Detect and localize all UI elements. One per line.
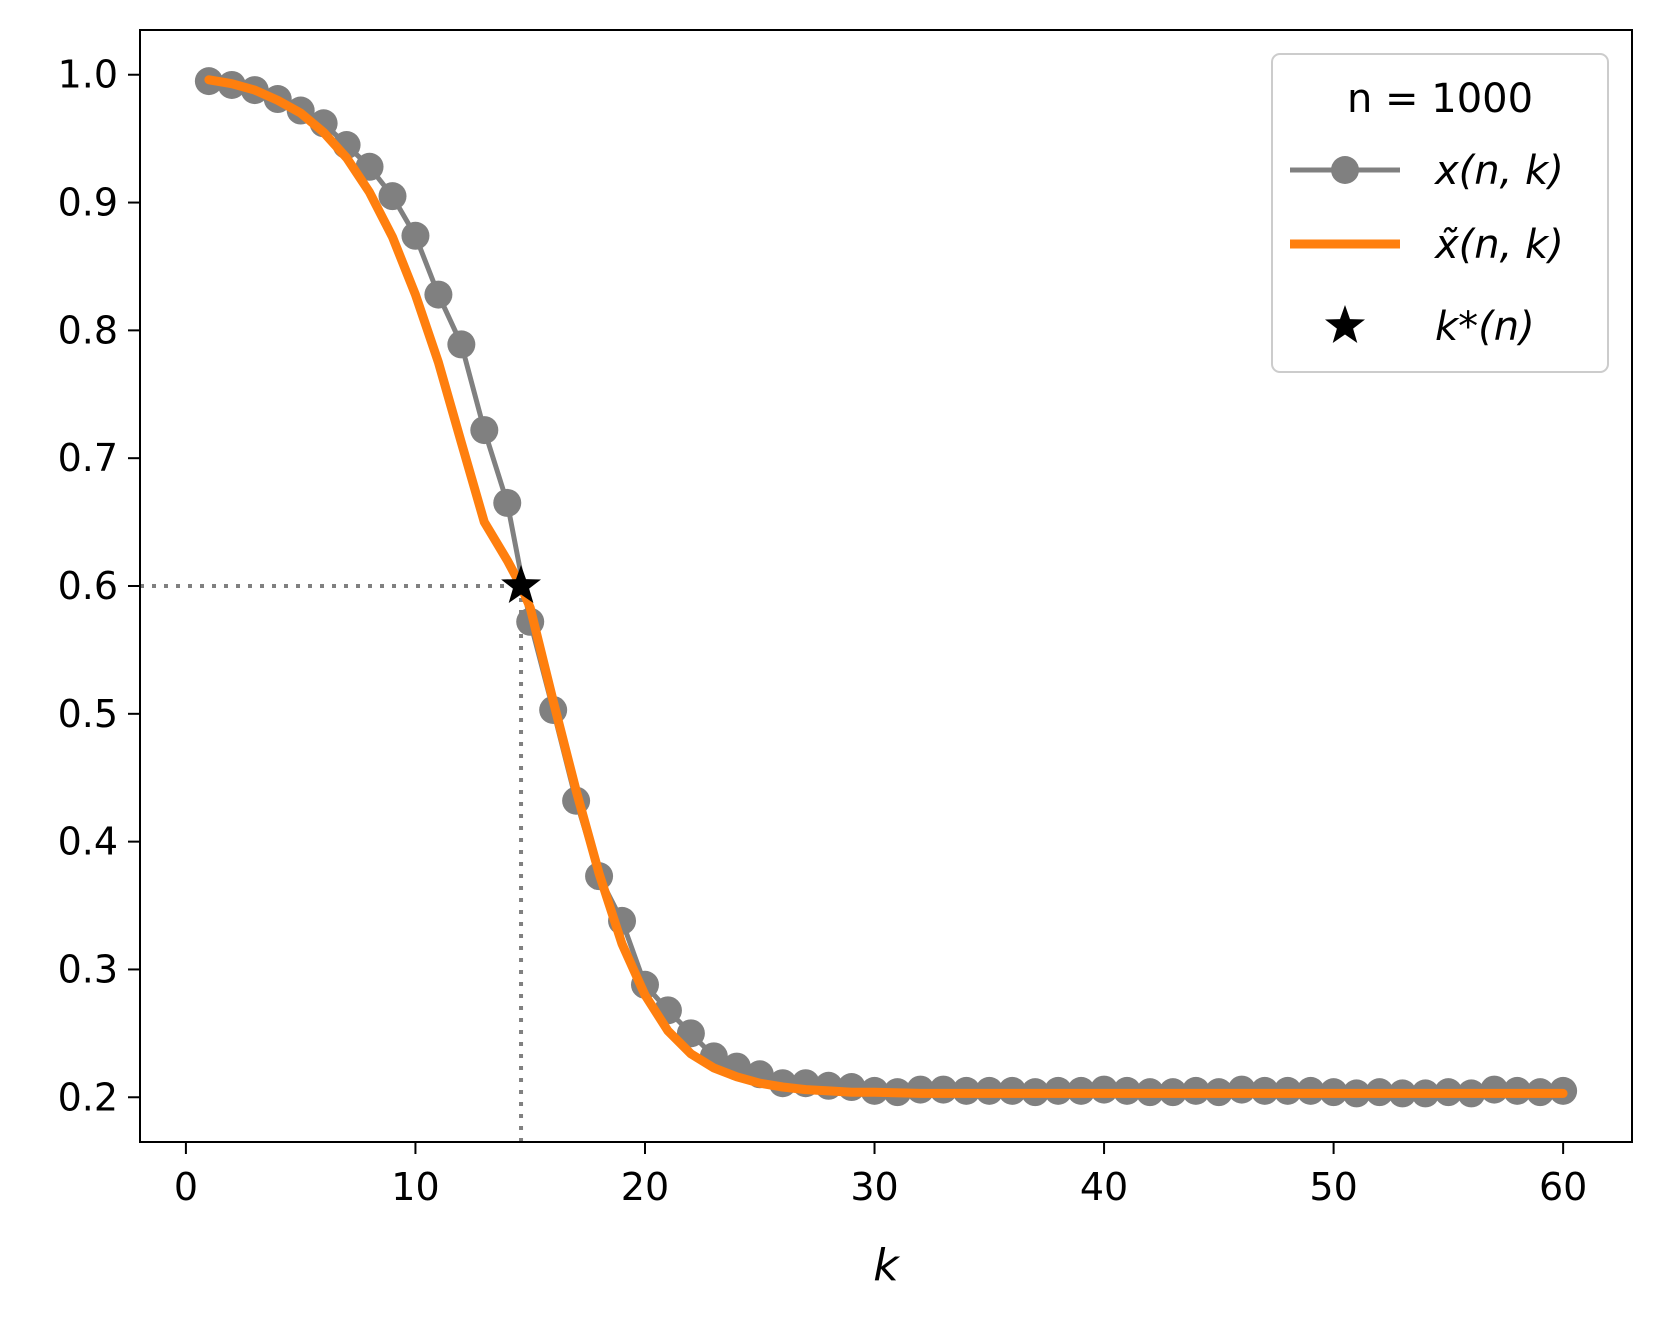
x-tick-label: 30 — [850, 1165, 898, 1209]
x-axis-ticks: 0 10 20 30 40 50 60 — [174, 1142, 1587, 1209]
y-tick-label: 1.0 — [58, 53, 118, 97]
x-tick-label: 50 — [1309, 1165, 1357, 1209]
y-tick-label: 0.4 — [58, 820, 118, 864]
x-tick-label: 60 — [1539, 1165, 1587, 1209]
y-tick-label: 0.5 — [58, 692, 118, 736]
legend-label-x-n-k: x(n, k) — [1433, 148, 1564, 194]
y-tick-label: 0.7 — [58, 436, 118, 480]
legend-marker-k-star — [1325, 305, 1365, 343]
legend-label-k-star: k*(n) — [1435, 304, 1535, 350]
data-point-x-n-k — [378, 182, 407, 211]
star-marker-k-star — [501, 565, 541, 603]
data-point-x-n-k — [447, 330, 476, 359]
data-point-x-n-k — [493, 488, 522, 517]
legend-marker-x-n-k — [1331, 156, 1359, 184]
data-point-x-n-k — [470, 416, 499, 445]
data-point-x-n-k — [424, 280, 453, 309]
data-point-x-n-k — [401, 221, 430, 250]
series-x-tilde-n-k — [204, 75, 1568, 1098]
legend-title: n = 1000 — [1347, 76, 1533, 122]
legend: n = 1000 x(n, k) x̃(n, k) k*(n) — [1271, 53, 1609, 373]
x-tick-label: 20 — [621, 1165, 669, 1209]
y-tick-label: 0.2 — [58, 1075, 118, 1119]
x-tick-label: 10 — [391, 1165, 439, 1209]
y-axis-ticks: 0.2 0.3 0.4 0.5 0.6 0.7 0.8 0.9 1.0 — [58, 53, 140, 1119]
x-tick-label: 0 — [174, 1165, 198, 1209]
x-axis-label: k — [873, 1240, 900, 1291]
y-tick-label: 0.3 — [58, 947, 118, 991]
reference-lines — [140, 584, 524, 1142]
y-tick-label: 0.6 — [58, 564, 118, 608]
data-point-x-n-k — [676, 1019, 705, 1048]
x-tick-label: 40 — [1080, 1165, 1128, 1209]
legend-label-x-tilde-n-k: x̃(n, k) — [1433, 222, 1564, 268]
y-tick-label: 0.8 — [58, 308, 118, 352]
y-tick-label: 0.9 — [58, 181, 118, 225]
series-k-star — [501, 565, 541, 603]
series-line-x-tilde-n-k — [204, 75, 1568, 1098]
legend-box — [1271, 53, 1609, 373]
